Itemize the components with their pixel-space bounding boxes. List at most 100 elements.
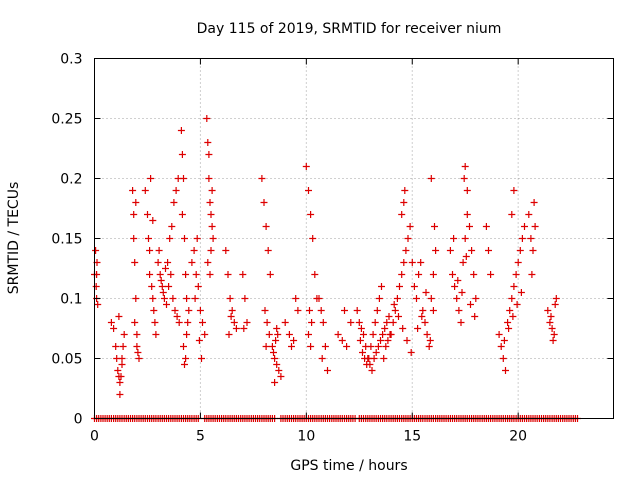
data-point: [131, 319, 139, 326]
data-point: [458, 289, 466, 296]
data-point: [367, 343, 375, 350]
x-tick-label: 5: [196, 429, 205, 445]
data-point: [273, 361, 281, 368]
data-point: [177, 127, 185, 134]
data-point: [116, 379, 124, 386]
data-point: [549, 337, 557, 344]
data-point: [265, 331, 273, 338]
data-point: [178, 151, 186, 158]
data-point: [506, 307, 514, 314]
data-point: [451, 283, 459, 290]
data-point: [384, 337, 392, 344]
data-point: [453, 295, 461, 302]
data-point: [292, 295, 300, 302]
data-point: [468, 247, 476, 254]
data-point: [144, 211, 151, 218]
data-point: [306, 307, 313, 314]
data-point: [178, 211, 186, 218]
data-point: [173, 313, 181, 320]
data-point: [373, 307, 381, 314]
data-point: [131, 259, 139, 266]
data-point: [230, 319, 238, 326]
data-point: [460, 175, 468, 182]
data-point: [510, 187, 518, 194]
y-tick-label: 0.05: [51, 352, 82, 368]
data-point: [309, 235, 317, 242]
data-point: [92, 283, 100, 290]
data-point: [527, 235, 535, 242]
data-point: [266, 271, 274, 278]
data-point: [470, 271, 478, 278]
data-point: [183, 295, 191, 302]
data-point: [201, 331, 209, 338]
data-point: [190, 247, 198, 254]
data-point: [544, 307, 552, 314]
data-point: [149, 295, 157, 302]
data-point: [243, 319, 251, 326]
data-point: [149, 217, 157, 224]
data-point: [209, 235, 217, 242]
data-point: [307, 343, 315, 350]
data-point: [429, 271, 437, 278]
data-point: [334, 331, 342, 338]
y-tick-label: 0.15: [51, 232, 82, 248]
data-point: [461, 235, 469, 242]
data-point: [402, 247, 410, 254]
data-point: [552, 295, 560, 302]
data-point: [165, 283, 173, 290]
data-point: [417, 259, 425, 266]
data-point: [471, 313, 479, 320]
data-point: [319, 319, 327, 326]
data-point: [500, 337, 508, 344]
data-point: [274, 331, 282, 338]
data-point: [281, 319, 289, 326]
data-point: [272, 337, 280, 344]
data-point: [450, 235, 458, 242]
data-point: [426, 337, 434, 344]
data-point: [116, 391, 124, 398]
data-point: [264, 247, 272, 254]
data-point: [169, 295, 177, 302]
data-point: [115, 313, 123, 320]
data-point: [206, 199, 214, 206]
data-point: [191, 295, 199, 302]
data-point: [375, 295, 383, 302]
data-point: [119, 343, 127, 350]
data-point: [546, 319, 554, 326]
points: [91, 115, 581, 422]
data-point: [318, 355, 326, 362]
data-point: [268, 343, 276, 350]
data-point: [166, 235, 174, 242]
y-tick-label: 0.1: [60, 292, 82, 308]
data-point: [156, 271, 164, 278]
data-point: [548, 325, 556, 332]
data-point: [418, 313, 426, 320]
data-point: [422, 289, 430, 296]
data-point: [390, 301, 398, 308]
data-point: [107, 319, 115, 326]
data-point: [271, 355, 279, 362]
data-point: [341, 307, 348, 314]
data-point: [403, 337, 411, 344]
data-point: [357, 325, 365, 332]
data-point: [132, 295, 140, 302]
data-point: [135, 355, 143, 362]
data-point: [406, 223, 414, 230]
data-point: [188, 259, 196, 266]
data-point: [155, 247, 163, 254]
data-point: [410, 283, 418, 290]
data-point: [504, 319, 512, 326]
data-point: [427, 175, 435, 182]
data-point: [356, 337, 364, 344]
data-point: [120, 331, 128, 338]
data-point: [513, 301, 521, 308]
data-point: [225, 331, 233, 338]
data-point: [419, 307, 427, 314]
data-point: [172, 187, 180, 194]
data-point: [241, 295, 249, 302]
data-point: [353, 307, 361, 314]
data-point: [112, 343, 120, 350]
data-point: [198, 355, 205, 362]
data-point: [399, 325, 407, 332]
data-point: [158, 283, 166, 290]
